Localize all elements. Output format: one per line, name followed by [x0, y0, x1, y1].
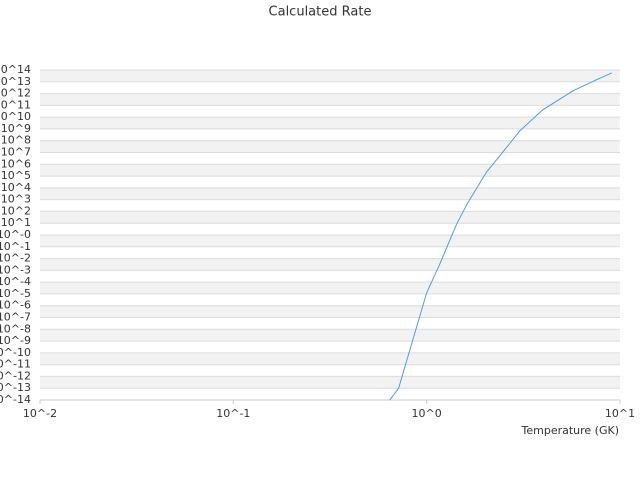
y-tick-label: 10^14	[0, 63, 31, 76]
y-tick-label: 10^3	[1, 193, 31, 206]
y-tick-label: 10^-3	[0, 263, 31, 276]
grid-band	[40, 70, 620, 82]
grid-band	[40, 187, 620, 200]
grid-band	[40, 282, 620, 294]
y-tick-label: 10^12	[0, 87, 31, 100]
y-tick-label: 10^11	[0, 98, 31, 111]
y-tick-label: 10^-7	[0, 311, 31, 324]
y-tick-label: 10^-5	[0, 287, 31, 300]
y-tick-label: 10^-10	[0, 346, 31, 359]
grid-band	[40, 211, 620, 224]
y-tick-label: 10^2	[1, 204, 31, 217]
y-tick-label: 10^4	[1, 181, 31, 194]
x-axis-label: Temperature (GK)	[521, 424, 620, 437]
y-tick-label: 10^-13	[0, 381, 31, 394]
y-tick-label: 10^5	[1, 169, 31, 182]
y-tick-label: 10^13	[0, 75, 31, 88]
y-tick-label: 10^-8	[0, 322, 31, 335]
y-tick-label: 10^-14	[0, 393, 31, 406]
x-tick-label: 10^1	[605, 407, 635, 420]
grid-band	[40, 164, 620, 177]
x-tick-label: 10^0	[412, 407, 442, 420]
y-tick-label: 10^-12	[0, 369, 31, 382]
x-tick-label: 10^-1	[216, 407, 250, 420]
y-tick-label: 10^-6	[0, 299, 31, 312]
y-tick-label: 10^-4	[0, 275, 31, 288]
grid-band	[40, 305, 620, 318]
x-tick-label: 10^-2	[23, 407, 57, 420]
grid-band	[40, 93, 620, 106]
y-tick-label: 10^10	[0, 110, 31, 123]
y-tick-label: 10^7	[1, 146, 31, 159]
grid-band	[40, 329, 620, 342]
y-tick-label: 10^9	[1, 122, 31, 135]
y-tick-label: 10^-1	[0, 240, 31, 253]
data-line	[389, 72, 612, 401]
y-tick-label: 10^-0	[0, 228, 31, 241]
y-tick-label: 10^-2	[0, 252, 31, 265]
grid-band	[40, 235, 620, 247]
y-tick-label: 10^1	[1, 216, 31, 229]
y-tick-label: 10^8	[1, 134, 31, 147]
chart-title: Calculated Rate	[269, 5, 372, 20]
y-tick-label: 10^6	[1, 157, 31, 170]
y-tick-label: 10^-9	[0, 334, 31, 347]
grid-band	[40, 258, 620, 271]
grid-band	[40, 140, 620, 153]
y-tick-label: 10^-11	[0, 358, 31, 371]
grid-band	[40, 352, 620, 365]
grid-band	[40, 117, 620, 129]
grid-band	[40, 376, 620, 389]
